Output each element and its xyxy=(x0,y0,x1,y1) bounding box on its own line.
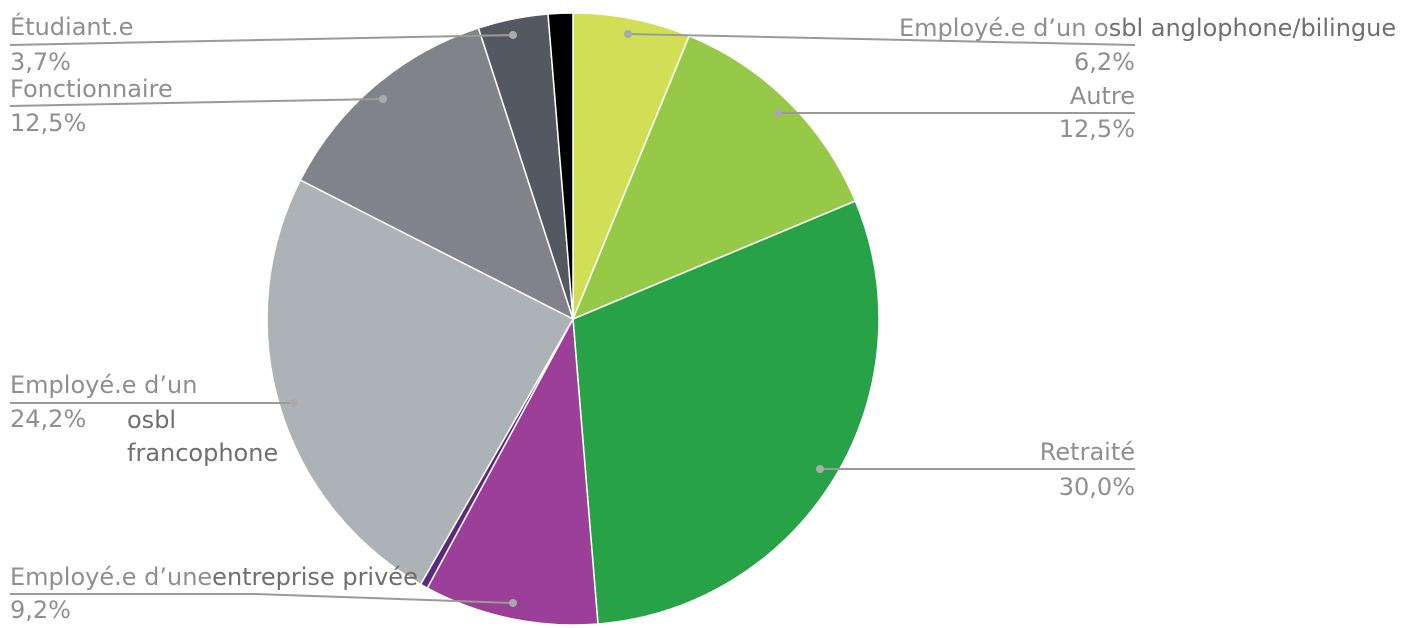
pie-slice-1 xyxy=(571,34,857,321)
pct-francophone: 24,2% xyxy=(10,405,86,433)
label-privee: Employé.e d’uneentreprise privée xyxy=(10,563,418,591)
dot-retraite xyxy=(816,465,824,473)
label-privee-part2: entreprise privée xyxy=(212,563,418,591)
pct-etudiant: 3,7% xyxy=(10,48,71,76)
dot-fonctionnaire xyxy=(379,95,387,103)
label-anglophone: Employé.e d’un osbl anglophone/bilingue xyxy=(899,14,1396,42)
leader-privee xyxy=(10,593,514,604)
pct-anglophone: 6,2% xyxy=(1074,48,1135,76)
dot-privee xyxy=(509,599,517,607)
label-fonctionnaire: Fonctionnaire xyxy=(10,75,173,103)
leader-lines xyxy=(9,30,1136,607)
pct-privee: 9,2% xyxy=(10,596,71,624)
pie-slice-5 xyxy=(266,179,575,586)
dot-autre xyxy=(774,109,782,117)
label-anglophone-part2: sbl anglophone/bilingue xyxy=(1109,14,1396,42)
label-francophone-line3: francophone xyxy=(127,439,278,467)
pct-retraite: 30,0% xyxy=(1059,473,1135,501)
pct-autre: 12,5% xyxy=(1059,115,1135,143)
label-autre: Autre xyxy=(1070,82,1135,110)
leader-anglophone xyxy=(627,33,1136,46)
pie-slice-3 xyxy=(426,316,599,626)
leader-fonctionnaire xyxy=(9,98,384,107)
label-francophone-line2: osbl xyxy=(127,406,176,434)
pct-fonctionnaire: 12,5% xyxy=(10,109,86,137)
dot-anglophone xyxy=(624,30,632,38)
pie-slices xyxy=(266,12,880,626)
pie-slice-8 xyxy=(547,12,574,320)
label-etudiant: Étudiant.e xyxy=(10,12,133,41)
label-francophone-line1: Employé.e d’un xyxy=(10,371,197,399)
label-retraite: Retraité xyxy=(1040,438,1135,466)
dot-etudiant xyxy=(509,31,517,39)
pie-slice-2 xyxy=(572,200,880,625)
label-privee-part1: Employé.e d’une xyxy=(10,563,212,591)
dot-francophone xyxy=(290,399,298,407)
label-anglophone-part1: Employé.e d’un o xyxy=(899,14,1109,42)
leader-etudiant xyxy=(9,34,514,46)
